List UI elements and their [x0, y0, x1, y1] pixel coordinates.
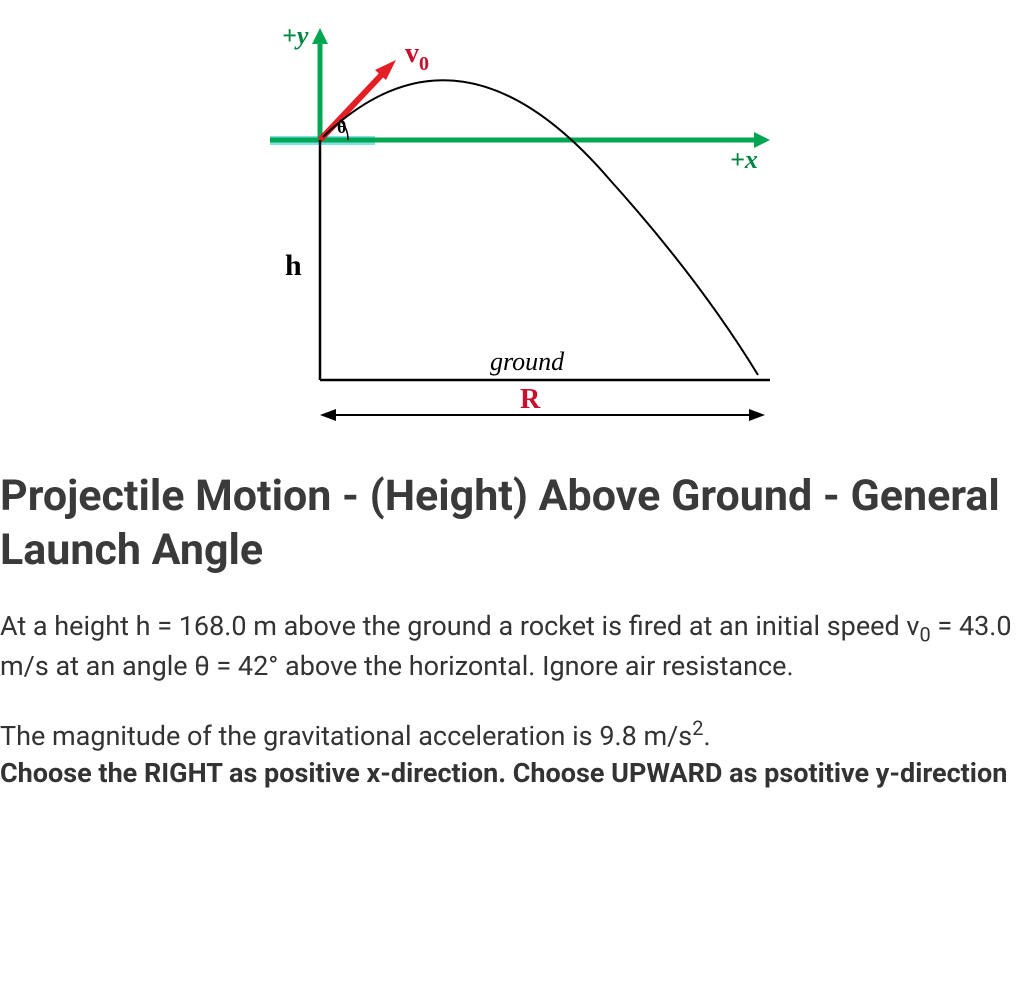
height-value: 168.0 m: [179, 610, 277, 642]
text-fragment: =: [931, 610, 959, 642]
diagram-svg: +y +x v0 θ h ground R: [210, 20, 810, 430]
ground-label: ground: [490, 347, 565, 376]
projectile-diagram: +y +x v0 θ h ground R: [210, 20, 810, 430]
angle-value: 42°: [238, 650, 278, 682]
gravity-value: 9.8 m/s: [599, 720, 692, 752]
x-axis-label: +x: [730, 145, 758, 174]
text-fragment: above the horizontal. Ignore air resista…: [278, 650, 793, 682]
height-label: h: [285, 249, 302, 282]
content-area: Projectile Motion - (Height) Above Groun…: [0, 470, 1020, 793]
text-fragment: At a height h =: [0, 610, 179, 642]
trajectory-curve: [323, 80, 758, 375]
conventions-statement: The magnitude of the gravitational accel…: [0, 714, 1020, 794]
diagram-container: +y +x v0 θ h ground R: [0, 0, 1020, 470]
range-arrow-left: [320, 409, 336, 421]
text-fragment: at an angle θ =: [49, 650, 238, 682]
gravity-superscript: 2: [692, 716, 703, 740]
angle-label: θ: [337, 117, 346, 137]
problem-statement: At a height h = 168.0 m above the ground…: [0, 608, 1020, 686]
range-arrow-right: [749, 409, 765, 421]
y-axis-arrowhead: [312, 28, 328, 44]
text-fragment: above the ground a rocket is fired at an…: [277, 610, 920, 642]
text-fragment: The magnitude of the gravitational accel…: [0, 720, 599, 752]
y-axis-label: +y: [282, 21, 309, 50]
velocity-label: v0: [405, 38, 429, 75]
page-title: Projectile Motion - (Height) Above Groun…: [0, 470, 1020, 578]
v-subscript: 0: [919, 622, 930, 646]
text-fragment: .: [704, 720, 711, 752]
range-label: R: [520, 384, 541, 415]
direction-convention: Choose the RIGHT as positive x-direction…: [0, 757, 1007, 789]
